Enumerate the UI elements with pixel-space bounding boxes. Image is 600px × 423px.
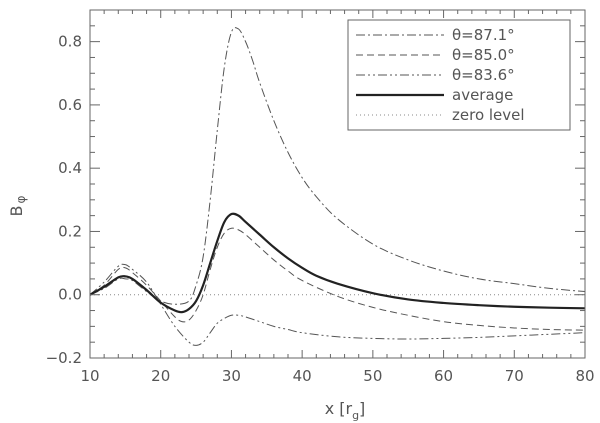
x-tick-label: 50	[363, 367, 382, 385]
axes: 10 20 30 40 50 60 70 80 −0.2 0.0 0.2 0.4 0.6 0.8	[46, 9, 595, 385]
series-line-2	[89, 263, 586, 346]
y-axis-label: Bφ	[7, 195, 28, 216]
legend-label-2: θ=83.6°	[452, 66, 515, 84]
x-tick-label: 20	[151, 367, 170, 385]
x-tick-label: 10	[80, 367, 99, 385]
series-line-0	[89, 27, 586, 305]
legend-label-3: average	[452, 86, 513, 104]
x-axis-label: x [rg]	[325, 399, 366, 422]
series-line-3	[89, 212, 586, 314]
x-tick-label: 60	[434, 367, 453, 385]
y-tick-label: 0.2	[58, 222, 82, 240]
x-tick-label: 40	[293, 367, 312, 385]
legend: θ=87.1° θ=85.0° θ=83.6° average zero level	[347, 19, 571, 131]
y-tick-label: 0.8	[58, 33, 82, 51]
y-tick-label: 0.6	[58, 96, 82, 114]
plot-area	[89, 27, 586, 346]
x-tick-label: 70	[505, 367, 524, 385]
legend-label-1: θ=85.0°	[452, 46, 515, 64]
y-tick-label: 0.0	[58, 286, 82, 304]
legend-label-0: θ=87.1°	[452, 26, 515, 44]
y-tick-label: −0.2	[46, 349, 82, 367]
x-tick-label: 30	[222, 367, 241, 385]
x-tick-label: 80	[575, 367, 594, 385]
y-tick-label: 0.4	[58, 159, 82, 177]
series-line-1	[89, 227, 586, 331]
legend-label-4: zero level	[452, 106, 525, 124]
